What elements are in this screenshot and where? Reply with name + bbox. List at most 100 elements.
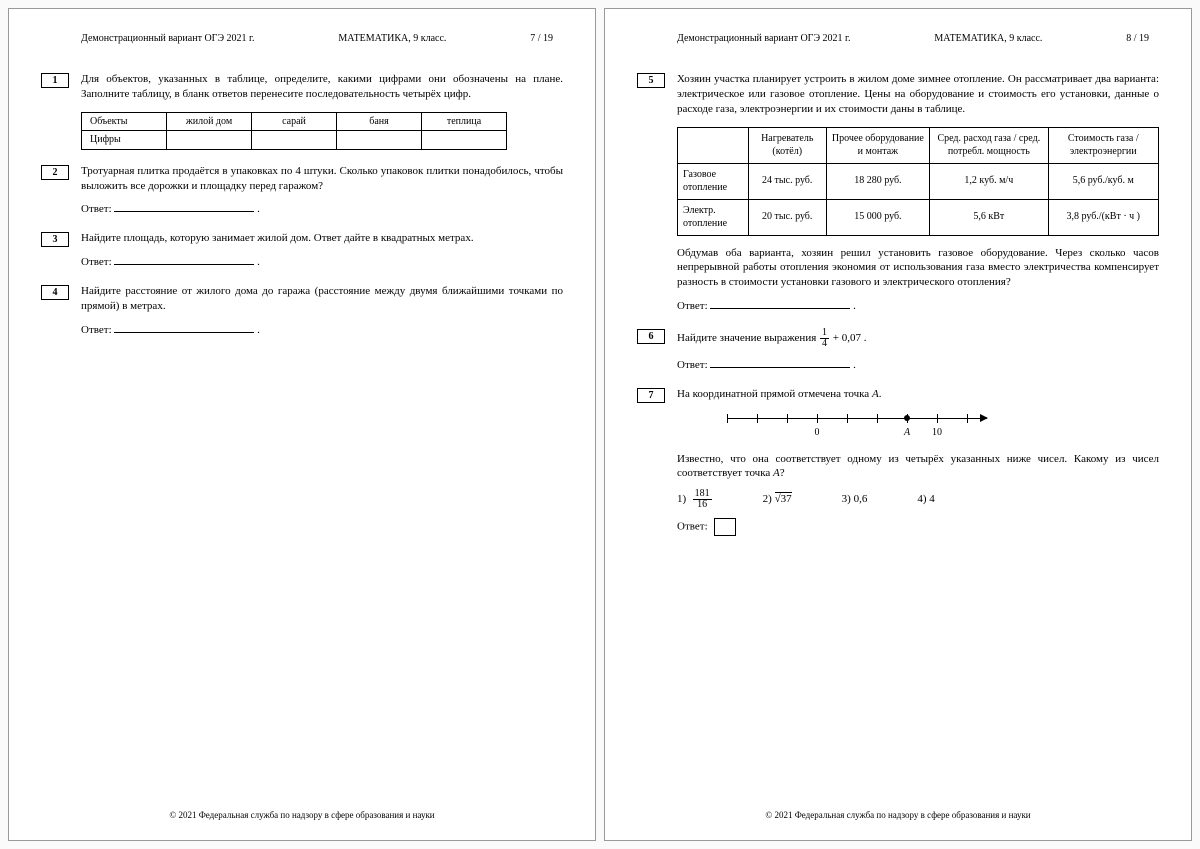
task-num-3: 3 [41,232,69,247]
table-cell: Стоимость газа / электроэнергии [1048,127,1159,163]
numberline-tick [847,414,848,423]
answer-blank [114,322,254,333]
task-body-7: На координатной прямой отмечена точка A.… [677,387,1159,537]
task-num-6: 6 [637,329,665,344]
page-right: Демонстрационный вариант ОГЭ 2021 г. МАТ… [604,8,1192,841]
answer-label: Ответ: [81,203,112,215]
table-cell: 18 280 руб. [826,163,930,199]
answer-blank [114,254,254,265]
task-text: Хозяин участка планирует устроить в жило… [677,73,1159,115]
frac-den: 4 [820,339,829,349]
answer-options: 1) 181 16 2) √37 3) 0,6 4) 4 [677,489,1159,510]
task1-table: Объекты жилой дом сарай баня теплица Циф… [81,112,507,150]
numberline-axis [727,418,987,419]
task-body-1: Для объектов, указанных в таблице, опред… [81,72,563,150]
answer-line: Ответ: . [677,298,1159,314]
task-body-3: Найдите площадь, которую занимает жилой … [81,231,563,270]
task5-table: Нагреватель (котёл) Прочее оборудование … [677,127,1159,236]
task-text: На координатной прямой отмечена точка A. [677,388,881,400]
numberline-tick [937,414,938,423]
numberline-point [904,415,910,421]
answer-label: Ответ: [81,324,112,336]
numberline-tick [817,414,818,423]
numberline-tick [757,414,758,423]
task-text: + 0,07 . [830,332,866,344]
answer-label: Ответ: [81,256,112,268]
table-cell [678,127,749,163]
table-cell [252,131,337,150]
task-text: Найдите площадь, которую занимает жилой … [81,232,474,244]
task-6: 6 Найдите значение выражения 1 4 + 0,07 … [637,328,1159,373]
table-cell [337,131,422,150]
table-cell: Цифры [82,131,167,150]
header-variant: Демонстрационный вариант ОГЭ 2021 г. [81,33,255,44]
task-7: 7 На координатной прямой отмечена точка … [637,387,1159,537]
answer-line: Ответ: . [81,201,563,217]
answer-label: Ответ: [677,359,708,371]
answer-line: Ответ: . [81,322,563,338]
task-text: Обдумав оба варианта, хозяин решил устан… [677,247,1159,289]
table-cell: жилой дом [167,112,252,131]
table-cell: теплица [422,112,507,131]
page-footer: © 2021 Федеральная служба по надзору в с… [605,810,1191,820]
task-num-1: 1 [41,73,69,88]
number-line: 0A10 [727,412,987,442]
task-text: Найдите расстояние от жилого дома до гар… [81,285,563,312]
option-1: 1) 181 16 [677,489,713,510]
answer-label: Ответ: [677,521,708,533]
table-cell: 5,6 руб./куб. м [1048,163,1159,199]
answer-line: Ответ: . [677,357,1159,373]
numberline-tick [727,414,728,423]
task-4: 4 Найдите расстояние от жилого дома до г… [41,284,563,338]
table-cell: Нагреватель (котёл) [748,127,826,163]
task-text: Для объектов, указанных в таблице, опред… [81,73,563,100]
fraction: 1 4 [820,328,829,349]
table-cell [167,131,252,150]
table-cell: Сред. расход газа / сред. потребл. мощно… [930,127,1048,163]
task-text: Найдите значение выражения [677,332,816,344]
task-body-5: Хозяин участка планирует устроить в жило… [677,72,1159,314]
table-cell: Электр. отопление [678,199,749,235]
answer-blank [710,298,850,309]
page-footer: © 2021 Федеральная служба по надзору в с… [9,810,595,820]
task-5: 5 Хозяин участка планирует устроить в жи… [637,72,1159,314]
numberline-tick [967,414,968,423]
table-cell: 20 тыс. руб. [748,199,826,235]
table-cell: Газовое отопление [678,163,749,199]
table-cell: 1,2 куб. м/ч [930,163,1048,199]
task-3: 3 Найдите площадь, которую занимает жило… [41,231,563,270]
task-text: Тротуарная плитка продаётся в упаковках … [81,165,563,192]
task-1: 1 Для объектов, указанных в таблице, опр… [41,72,563,150]
numberline-label: 0 [815,426,820,440]
table-cell: Объекты [82,112,167,131]
table-cell: 5,6 кВт [930,199,1048,235]
header-subject: МАТЕМАТИКА, 9 класс. [338,33,446,44]
table-cell: 3,8 руб./(кВт · ч ) [1048,199,1159,235]
option-2: 2) √37 [763,492,792,507]
page-left: Демонстрационный вариант ОГЭ 2021 г. МАТ… [8,8,596,841]
table-cell: сарай [252,112,337,131]
answer-line: Ответ: . [81,254,563,270]
header-pagenum: 8 / 19 [1126,33,1149,44]
answer-label: Ответ: [677,300,708,312]
numberline-label: 10 [932,426,942,440]
table-cell: 24 тыс. руб. [748,163,826,199]
numberline-tick [787,414,788,423]
answer-blank [710,357,850,368]
table-cell: баня [337,112,422,131]
fraction: 181 16 [693,489,712,510]
table-cell: Прочее оборудование и монтаж [826,127,930,163]
option-4: 4) 4 [917,492,934,507]
answer-line: Ответ: [677,518,1159,536]
task-body-4: Найдите расстояние от жилого дома до гар… [81,284,563,338]
page-header-left: Демонстрационный вариант ОГЭ 2021 г. МАТ… [81,33,553,44]
answer-blank [114,201,254,212]
task-num-5: 5 [637,73,665,88]
task-body-2: Тротуарная плитка продаётся в упаковках … [81,164,563,218]
task-text: Известно, что она соответствует одному и… [677,453,1159,480]
task-num-4: 4 [41,285,69,300]
task-2: 2 Тротуарная плитка продаётся в упаковка… [41,164,563,218]
table-cell: 15 000 руб. [826,199,930,235]
header-subject: МАТЕМАТИКА, 9 класс. [934,33,1042,44]
option-3: 3) 0,6 [842,492,868,507]
